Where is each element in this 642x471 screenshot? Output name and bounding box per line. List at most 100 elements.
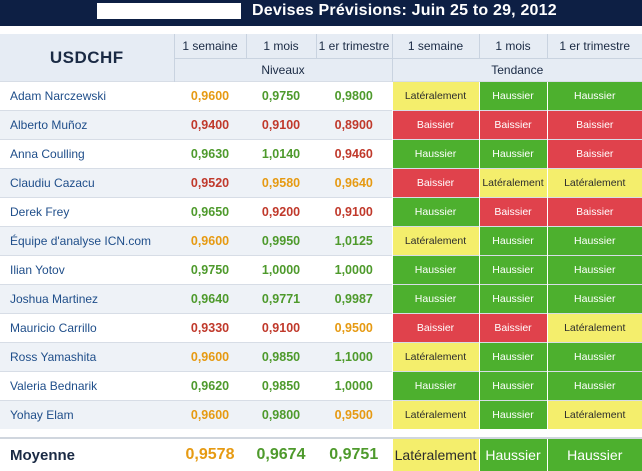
average-level-quarter: 0,9751 [316, 437, 392, 471]
trend-cell-month: Baissier [478, 313, 547, 343]
trend-cell-month: Haussier [478, 371, 547, 401]
level-value-month: 0,9950 [246, 226, 316, 256]
trend-cell-month: Haussier [478, 255, 547, 285]
trend-cell-quarter: Haussier [546, 255, 642, 285]
level-value-week: 0,9600 [174, 342, 246, 372]
trend-cell-week: Haussier [391, 255, 479, 285]
level-value-month: 0,9850 [246, 371, 316, 401]
table-row: Équipe d'analyse ICN.com 0,9600 0,9950 1,01… [0, 226, 642, 256]
trend-cell-quarter: Latéralement [546, 313, 642, 343]
trend-cell-month: Haussier [478, 400, 547, 429]
trend-cell-month: Baissier [478, 110, 547, 140]
table-row: Ross Yamashita 0,9600 0,9850 1,1000 Latérale… [0, 342, 642, 372]
trend-cell-week: Haussier [391, 139, 479, 169]
level-value-quarter: 0,9460 [316, 139, 392, 169]
trend-cell-month: Haussier [478, 342, 547, 372]
level-value-week: 0,9650 [174, 197, 246, 227]
level-value-week: 0,9400 [174, 110, 246, 140]
analyst-name: Mauricio Carrillo [0, 313, 174, 343]
average-trend-quarter: Haussier [546, 437, 642, 471]
trend-cell-quarter: Haussier [546, 284, 642, 314]
table-row: Mauricio Carrillo 0,9330 0,9100 0,9500 Baiss… [0, 313, 642, 343]
table-row: Valeria Bednarik 0,9620 0,9850 1,0000 Haussi… [0, 371, 642, 401]
table-row: Derek Frey 0,9650 0,9200 0,9100 Haussier Bais… [0, 197, 642, 227]
level-value-month: 0,9580 [246, 168, 316, 198]
analyst-name: Joshua Martinez [0, 284, 174, 314]
average-trend-month: Haussier [478, 437, 547, 471]
level-value-month: 0,9771 [246, 284, 316, 314]
analyst-name: Équipe d'analyse ICN.com [0, 226, 174, 256]
level-value-month: 1,0140 [246, 139, 316, 169]
trend-cell-week: Latéralement [391, 342, 479, 372]
pair-name: USDCHF [0, 34, 174, 82]
analyst-name: Ross Yamashita [0, 342, 174, 372]
level-value-month: 0,9800 [246, 400, 316, 429]
trend-cell-week: Haussier [391, 197, 479, 227]
group-header-trend: Tendance [391, 58, 642, 82]
analyst-name: Claudiu Cazacu [0, 168, 174, 198]
level-value-week: 0,9640 [174, 284, 246, 314]
level-value-week: 0,9330 [174, 313, 246, 343]
level-value-quarter: 0,9500 [316, 400, 392, 429]
analyst-name: Adam Narczewski [0, 81, 174, 111]
gap-cell [0, 429, 642, 438]
analyst-name: Alberto Muñoz [0, 110, 174, 140]
table-row: Yohay Elam 0,9600 0,9800 0,9500 Latéralement… [0, 400, 642, 429]
col-header-trend-quarter: 1 er trimestre [546, 34, 642, 59]
trend-cell-quarter: Latéralement [546, 168, 642, 198]
title-bar: Devises Prévisions: Juin 25 to 29, 2012 [0, 0, 642, 26]
level-value-quarter: 0,8900 [316, 110, 392, 140]
trend-cell-quarter: Haussier [546, 342, 642, 372]
trend-cell-week: Baissier [391, 168, 479, 198]
table-row: Claudiu Cazacu 0,9520 0,9580 0,9640 Baissier… [0, 168, 642, 198]
row-gap [0, 429, 642, 438]
trend-cell-month: Haussier [478, 139, 547, 169]
analyst-name: Valeria Bednarik [0, 371, 174, 401]
level-value-quarter: 0,9100 [316, 197, 392, 227]
trend-cell-week: Baissier [391, 313, 479, 343]
level-value-month: 1,0000 [246, 255, 316, 285]
level-value-month: 0,9100 [246, 110, 316, 140]
col-header-level-quarter: 1 er trimestre [315, 34, 392, 59]
table-body: Adam Narczewski 0,9600 0,9750 0,9800 Latéral… [0, 81, 642, 429]
level-value-quarter: 0,9640 [316, 168, 392, 198]
level-value-month: 0,9200 [246, 197, 316, 227]
average-label: Moyenne [0, 437, 174, 471]
col-header-level-week: 1 semaine [173, 34, 246, 59]
level-value-quarter: 0,9987 [316, 284, 392, 314]
trend-cell-week: Latéralement [391, 81, 479, 111]
level-value-week: 0,9750 [174, 255, 246, 285]
trend-cell-month: Haussier [478, 284, 547, 314]
level-value-month: 0,9850 [246, 342, 316, 372]
trend-cell-month: Haussier [478, 226, 547, 256]
analyst-name: Derek Frey [0, 197, 174, 227]
level-value-week: 0,9600 [174, 226, 246, 256]
trend-cell-month: Haussier [478, 81, 547, 111]
level-value-week: 0,9620 [174, 371, 246, 401]
level-value-month: 0,9100 [246, 313, 316, 343]
level-value-month: 0,9750 [246, 81, 316, 111]
trend-cell-quarter: Latéralement [546, 400, 642, 429]
analyst-name: Yohay Elam [0, 400, 174, 429]
average-row: Moyenne 0,9578 0,9674 0,9751 Latéralement Hau… [0, 437, 642, 471]
analyst-name: Anna Coulling [0, 139, 174, 169]
trend-cell-week: Baissier [391, 110, 479, 140]
col-header-trend-week: 1 semaine [391, 34, 479, 59]
table-row: Anna Coulling 0,9630 1,0140 0,9460 Haussier H… [0, 139, 642, 169]
col-header-trend-month: 1 mois [478, 34, 547, 59]
trend-cell-month: Baissier [478, 197, 547, 227]
table-row: Alberto Muñoz 0,9400 0,9100 0,8900 Baissier B… [0, 110, 642, 140]
level-value-week: 0,9630 [174, 139, 246, 169]
trend-cell-quarter: Haussier [546, 371, 642, 401]
level-value-quarter: 1,0000 [316, 255, 392, 285]
trend-cell-quarter: Haussier [546, 81, 642, 111]
group-header-levels: Niveaux [173, 58, 392, 82]
trend-cell-month: Latéralement [478, 168, 547, 198]
average-section: Moyenne 0,9578 0,9674 0,9751 Latéralement Hau… [0, 429, 642, 471]
trend-cell-quarter: Baissier [546, 139, 642, 169]
table-row: Adam Narczewski 0,9600 0,9750 0,9800 Latéral… [0, 81, 642, 111]
level-value-quarter: 1,1000 [316, 342, 392, 372]
trend-cell-week: Latéralement [391, 400, 479, 429]
level-value-week: 0,9600 [174, 81, 246, 111]
trend-cell-week: Latéralement [391, 226, 479, 256]
